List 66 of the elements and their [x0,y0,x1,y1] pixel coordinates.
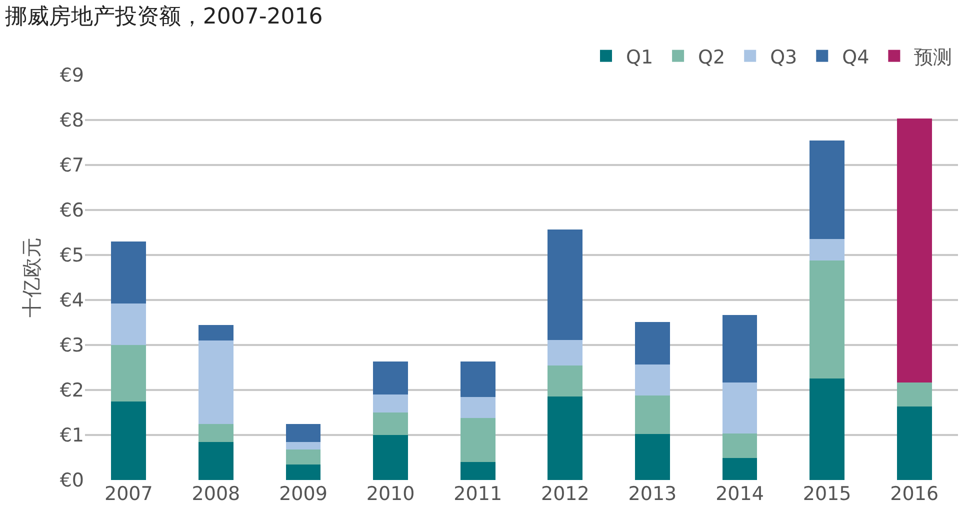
legend-label: Q3 [770,46,798,68]
y-tick-label: €4 [60,290,84,312]
bar [548,366,583,396]
y-axis-title: 十亿欧元 [19,238,44,318]
x-tick-label: 2010 [366,483,415,505]
bar [896,118,932,382]
bar [810,238,845,260]
y-tick-label: €3 [60,334,84,357]
bar [198,340,234,424]
chart-title: 挪威房地产投资额，2007-2016 [4,4,323,30]
x-tick-label: 2008 [192,483,240,505]
bar [373,394,408,412]
bar [810,140,845,239]
bar [286,449,321,464]
bar [286,464,321,480]
y-tick-label: €7 [60,154,84,177]
y-tick-label: €6 [60,200,84,222]
bar [548,340,583,366]
bar [634,434,670,480]
bar [198,324,234,340]
legend-label: 预测 [914,46,952,68]
x-tick-label: 2007 [104,483,153,505]
bar [373,435,408,480]
y-tick-label: €0 [60,470,84,492]
bar [548,229,583,340]
bar [373,362,408,394]
bar [286,442,321,450]
bar [111,304,146,345]
x-tick-label: 2015 [802,483,852,505]
bar [634,395,670,434]
bar [896,382,932,407]
bar [286,424,321,442]
bar [460,396,496,418]
x-tick-label: 2011 [454,483,502,505]
x-tick-label: 2012 [540,483,590,505]
x-tick-label: 2016 [890,483,939,505]
bar [111,401,146,480]
x-tick-label: 2013 [628,483,677,505]
bar [373,412,408,435]
x-tick-label: 2014 [716,483,764,505]
bar [722,382,758,434]
y-tick-label: €8 [60,110,84,132]
bar [722,314,758,382]
y-tick-label: €9 [60,64,84,87]
bar [460,462,496,480]
bar [460,418,496,462]
bar [722,434,758,458]
bar [198,442,234,480]
bar [810,378,845,480]
bar [460,362,496,397]
legend-label: Q2 [698,46,726,68]
bar [810,260,845,378]
x-tick-label: 2009 [279,483,328,505]
bar [111,242,146,304]
bar [896,406,932,480]
y-tick-label: €5 [60,244,84,267]
legend-label: Q1 [626,46,654,68]
y-tick-label: €1 [60,424,84,447]
bar [722,458,758,480]
bar [634,364,670,396]
bar [198,424,234,442]
bar [634,322,670,364]
y-tick-label: €2 [60,380,84,402]
legend-label: Q4 [842,46,870,68]
bar [548,396,583,480]
bar [111,345,146,402]
